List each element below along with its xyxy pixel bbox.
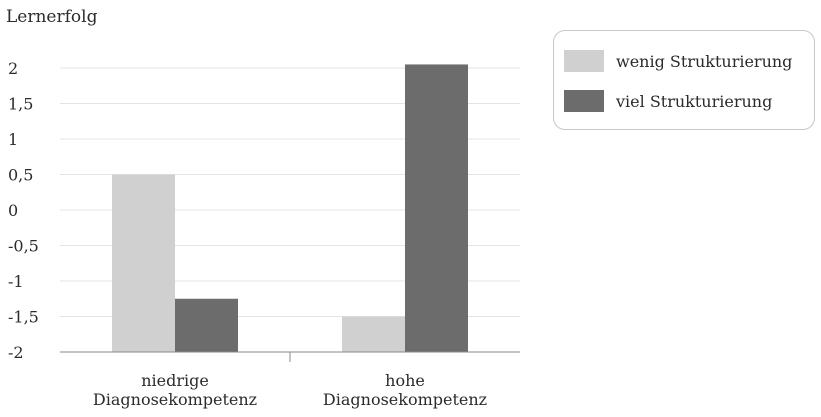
x-category-label: Diagnosekompetenz bbox=[93, 390, 257, 409]
y-tick-label: 1 bbox=[8, 130, 18, 149]
x-category-label: niedrige bbox=[141, 371, 209, 390]
legend-swatch-wenig bbox=[564, 50, 604, 72]
bar-viel-1 bbox=[405, 64, 468, 352]
y-tick-label: -2 bbox=[8, 343, 24, 362]
legend-item-viel: viel Strukturierung bbox=[564, 89, 772, 113]
bar-viel-0 bbox=[175, 298, 238, 352]
bar-wenig-0 bbox=[112, 174, 175, 352]
legend-label-viel: viel Strukturierung bbox=[616, 91, 773, 111]
x-category-label: hohe bbox=[385, 371, 425, 390]
y-tick-label: 0 bbox=[8, 201, 18, 220]
y-tick-label: -1 bbox=[8, 272, 24, 291]
legend-label-wenig: wenig Strukturierung bbox=[616, 51, 793, 71]
y-tick-label: -0,5 bbox=[8, 237, 39, 256]
y-axis-label: Lernerfolg bbox=[6, 7, 98, 27]
bar-wenig-1 bbox=[342, 316, 405, 352]
y-tick-label: -1,5 bbox=[8, 308, 39, 327]
legend: wenig Strukturierung viel Strukturierung bbox=[553, 30, 815, 130]
x-category-label: Diagnosekompetenz bbox=[323, 390, 487, 409]
y-tick-label: 0,5 bbox=[8, 166, 33, 185]
y-tick-label: 1,5 bbox=[8, 95, 33, 114]
legend-item-wenig: wenig Strukturierung bbox=[564, 49, 792, 73]
y-tick-label: 2 bbox=[8, 59, 18, 78]
legend-swatch-viel bbox=[564, 90, 604, 112]
